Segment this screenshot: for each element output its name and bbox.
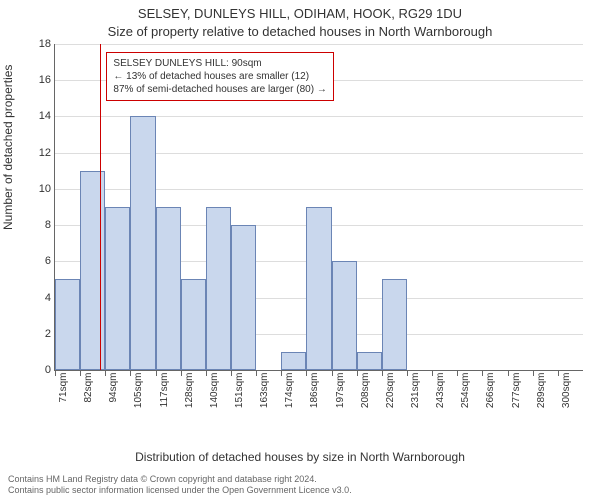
x-tick: [130, 370, 131, 376]
y-tick-label: 12: [27, 147, 51, 159]
x-tick: [332, 370, 333, 376]
x-axis-label: Distribution of detached houses by size …: [0, 450, 600, 464]
histogram-bar: [332, 261, 357, 370]
y-tick-label: 8: [27, 219, 51, 231]
x-tick-label: 94sqm: [108, 373, 119, 403]
x-tick-label: 300sqm: [561, 373, 572, 409]
x-tick-label: 186sqm: [309, 373, 320, 409]
callout-line-1: SELSEY DUNLEYS HILL: 90sqm: [113, 57, 326, 70]
x-tick: [558, 370, 559, 376]
histogram-bar: [306, 207, 331, 370]
y-tick-label: 4: [27, 292, 51, 304]
plot-area: 02468101214161871sqm82sqm94sqm105sqm117s…: [54, 44, 583, 371]
x-tick-label: 254sqm: [460, 373, 471, 409]
x-tick-label: 277sqm: [511, 373, 522, 409]
histogram-bar: [231, 225, 256, 370]
x-tick-label: 163sqm: [259, 373, 270, 409]
x-tick-label: 128sqm: [184, 373, 195, 409]
histogram-bar: [382, 279, 407, 370]
x-tick-label: 151sqm: [234, 373, 245, 409]
x-tick-label: 117sqm: [159, 373, 170, 408]
x-tick-label: 208sqm: [360, 373, 371, 409]
y-axis-label: Number of detached properties: [1, 65, 15, 230]
y-tick-label: 10: [27, 183, 51, 195]
footer-line-2: Contains public sector information licen…: [8, 485, 592, 496]
x-tick-label: 231sqm: [410, 373, 421, 409]
histogram-bar: [105, 207, 130, 370]
x-tick-label: 140sqm: [209, 373, 220, 409]
x-tick: [105, 370, 106, 376]
y-tick-label: 16: [27, 74, 51, 86]
y-tick-label: 18: [27, 38, 51, 50]
x-tick-label: 289sqm: [536, 373, 547, 409]
marker-line: [100, 44, 101, 370]
x-tick: [432, 370, 433, 376]
x-tick-label: 197sqm: [335, 373, 346, 409]
x-tick: [281, 370, 282, 376]
x-tick: [382, 370, 383, 376]
histogram-bar: [55, 279, 80, 370]
x-tick: [55, 370, 56, 376]
y-tick-label: 6: [27, 255, 51, 267]
footer-line-1: Contains HM Land Registry data © Crown c…: [8, 474, 592, 485]
callout-line-3: 87% of semi-detached houses are larger (…: [113, 83, 326, 96]
histogram-bar: [206, 207, 231, 370]
x-tick-label: 174sqm: [284, 373, 295, 409]
x-tick: [482, 370, 483, 376]
x-tick: [457, 370, 458, 376]
histogram-bar: [281, 352, 306, 370]
histogram-bar: [357, 352, 382, 370]
x-tick: [231, 370, 232, 376]
histogram-bar: [80, 171, 105, 370]
chart-container: SELSEY, DUNLEYS HILL, ODIHAM, HOOK, RG29…: [0, 0, 600, 500]
x-tick-label: 243sqm: [435, 373, 446, 409]
x-tick-label: 71sqm: [58, 373, 69, 403]
x-tick: [533, 370, 534, 376]
histogram-bar: [156, 207, 181, 370]
x-tick: [181, 370, 182, 376]
chart-title-1: SELSEY, DUNLEYS HILL, ODIHAM, HOOK, RG29…: [0, 6, 600, 21]
x-tick-label: 82sqm: [83, 373, 94, 403]
x-tick: [306, 370, 307, 376]
x-tick: [357, 370, 358, 376]
y-tick-label: 14: [27, 110, 51, 122]
x-tick: [407, 370, 408, 376]
callout-line-2: ← 13% of detached houses are smaller (12…: [113, 70, 326, 83]
histogram-bar: [130, 116, 155, 370]
x-tick-label: 105sqm: [133, 373, 144, 409]
x-tick: [80, 370, 81, 376]
y-tick-label: 0: [27, 364, 51, 376]
x-tick: [156, 370, 157, 376]
x-tick: [206, 370, 207, 376]
footer-attribution: Contains HM Land Registry data © Crown c…: [8, 474, 592, 497]
x-tick-label: 220sqm: [385, 373, 396, 409]
x-tick-label: 266sqm: [485, 373, 496, 409]
chart-title-2: Size of property relative to detached ho…: [0, 24, 600, 39]
histogram-bar: [181, 279, 206, 370]
marker-callout: SELSEY DUNLEYS HILL: 90sqm← 13% of detac…: [106, 52, 333, 101]
gridline: [55, 44, 583, 45]
x-tick: [256, 370, 257, 376]
y-tick-label: 2: [27, 328, 51, 340]
x-tick: [508, 370, 509, 376]
